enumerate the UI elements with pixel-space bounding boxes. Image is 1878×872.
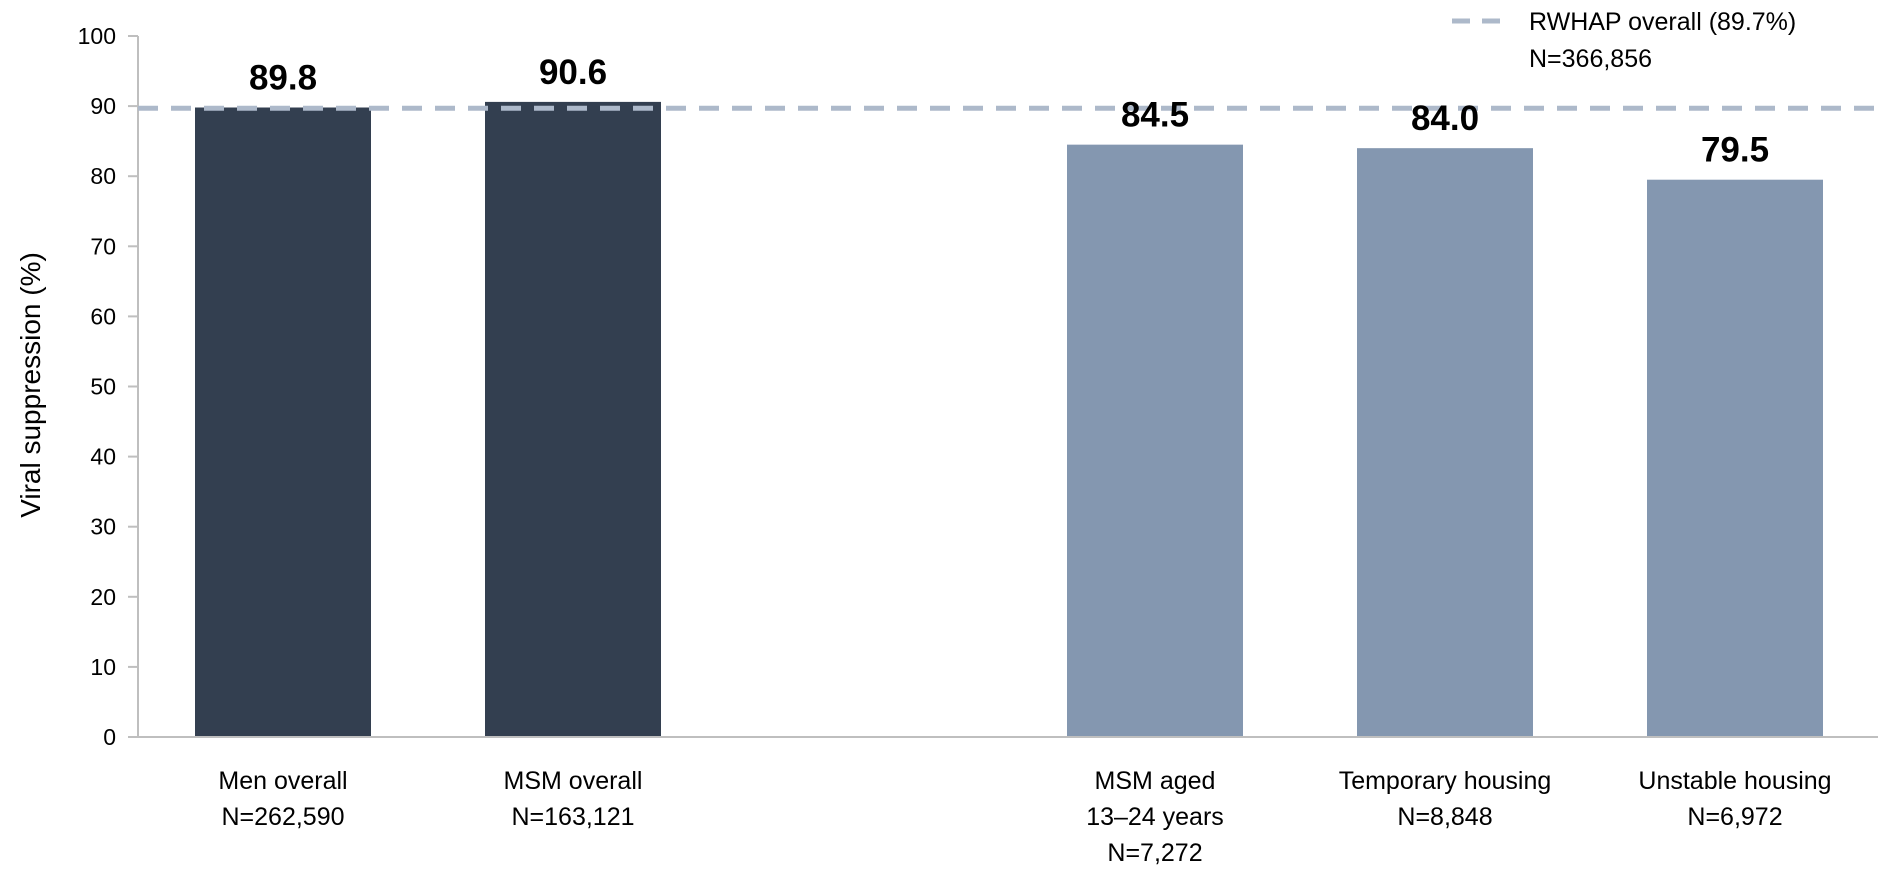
x-axis: Men overall N=262,590 MSM overall N=163,121… (138, 736, 1878, 867)
y-axis: 0 10 20 30 40 50 60 70 80 90 100 (78, 23, 139, 750)
data-label: 84.0 (1411, 99, 1479, 138)
y-tick-label: 100 (78, 23, 116, 49)
x-tick-label: MSM overall (504, 767, 643, 795)
bars (195, 101, 1823, 738)
legend-label: RWHAP overall (89.7%) (1529, 8, 1796, 36)
legend-label: N=366,856 (1529, 45, 1652, 73)
x-tick-label: 13–24 years (1086, 803, 1224, 831)
x-tick-label: Temporary housing (1339, 767, 1552, 795)
bar (1357, 148, 1533, 737)
y-tick-label: 20 (90, 584, 116, 610)
y-tick-label: 40 (90, 444, 116, 470)
y-axis-title: Viral suppression (%) (15, 252, 46, 518)
x-tick-label: N=163,121 (511, 803, 634, 831)
data-label: 84.5 (1121, 96, 1189, 135)
y-tick-label: 70 (90, 233, 116, 259)
x-tick-label: N=7,272 (1107, 839, 1202, 867)
y-tick-label: 10 (90, 654, 116, 680)
x-tick-label: MSM aged (1095, 767, 1216, 795)
bar (485, 101, 661, 738)
legend: RWHAP overall (89.7%) N=366,856 (1452, 8, 1796, 73)
x-tick-label: Unstable housing (1638, 767, 1831, 795)
bar (1067, 144, 1243, 737)
data-label: 79.5 (1701, 131, 1769, 170)
y-tick-label: 0 (103, 724, 116, 750)
bar (1647, 179, 1823, 737)
y-tick-label: 60 (90, 303, 116, 329)
x-tick-label: N=6,972 (1687, 803, 1782, 831)
data-label: 90.6 (539, 53, 607, 92)
x-tick-label: N=8,848 (1397, 803, 1492, 831)
y-tick-label: 50 (90, 374, 116, 400)
x-tick-label: Men overall (218, 767, 347, 795)
data-labels: 89.8 90.6 84.5 84.0 79.5 (249, 53, 1769, 170)
y-tick-label: 80 (90, 163, 116, 189)
y-tick-label: 30 (90, 514, 116, 540)
x-tick-label: N=262,590 (221, 803, 344, 831)
data-label: 89.8 (249, 59, 317, 98)
y-tick-label: 90 (90, 93, 116, 119)
bar (195, 107, 371, 737)
